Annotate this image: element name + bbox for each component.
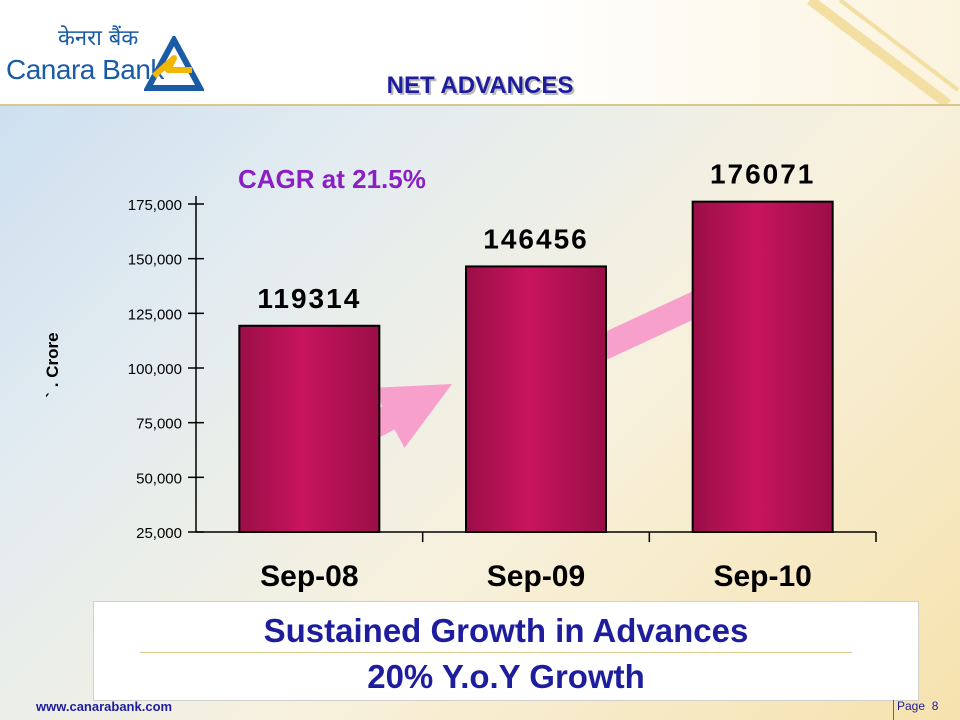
bar-sep-10	[691, 200, 834, 533]
data-label: 146456	[483, 223, 588, 254]
page-label: Page	[897, 699, 926, 713]
logo-hindi-text: केनरा बैंक	[58, 26, 139, 51]
page-separator	[893, 700, 894, 720]
y-tick-label: 175,000	[128, 197, 182, 214]
bars-group: 119314 Sep-08 146456 Sep-09 176071 Sep-10	[238, 159, 834, 593]
y-tick-label: 50,000	[136, 470, 182, 487]
y-tick-label: 25,000	[136, 525, 182, 542]
summary-box: Sustained Growth in Advances 20% Y.o.Y G…	[93, 601, 919, 701]
canara-bank-logo[interactable]: केनरा बैंक Canara Bank	[6, 10, 206, 100]
page-number-value: 8	[931, 699, 939, 713]
page-number: Page 8	[897, 699, 938, 713]
y-tick-label: 125,000	[128, 306, 182, 323]
data-label: 176071	[710, 159, 815, 190]
y-tick-label: 100,000	[128, 361, 182, 378]
y-tick-label: 75,000	[136, 416, 182, 433]
website-link[interactable]: www.canarabank.com	[36, 699, 173, 714]
y-tick-label: 150,000	[128, 252, 182, 269]
logo-english-text: Canara Bank	[6, 54, 164, 85]
x-tick-label: Sep-08	[260, 560, 358, 593]
summary-headline: Sustained Growth in Advances	[263, 612, 749, 649]
y-axis-label: ` . Crore	[43, 332, 62, 397]
bar-sep-09	[465, 265, 607, 533]
axes-group: 25,000 50,000 75,000 100,000 125,000 150,000 1…	[128, 196, 877, 542]
header-decoration-icon	[806, 0, 960, 104]
page-title: NET ADVANCES	[386, 72, 574, 99]
canara-triangle-icon	[144, 36, 204, 91]
x-tick-label: Sep-10	[713, 560, 811, 593]
header-banner: केनरा बैंक Canara Bank NET ADVANCES	[0, 0, 960, 106]
cagr-annotation: CAGR at 21.5%	[238, 164, 426, 194]
x-tick-label: Sep-09	[487, 560, 585, 593]
summary-divider	[140, 652, 852, 653]
summary-growth: 20% Y.o.Y Growth	[367, 658, 645, 695]
data-label: 119314	[257, 283, 361, 314]
bar-sep-08	[238, 324, 381, 533]
